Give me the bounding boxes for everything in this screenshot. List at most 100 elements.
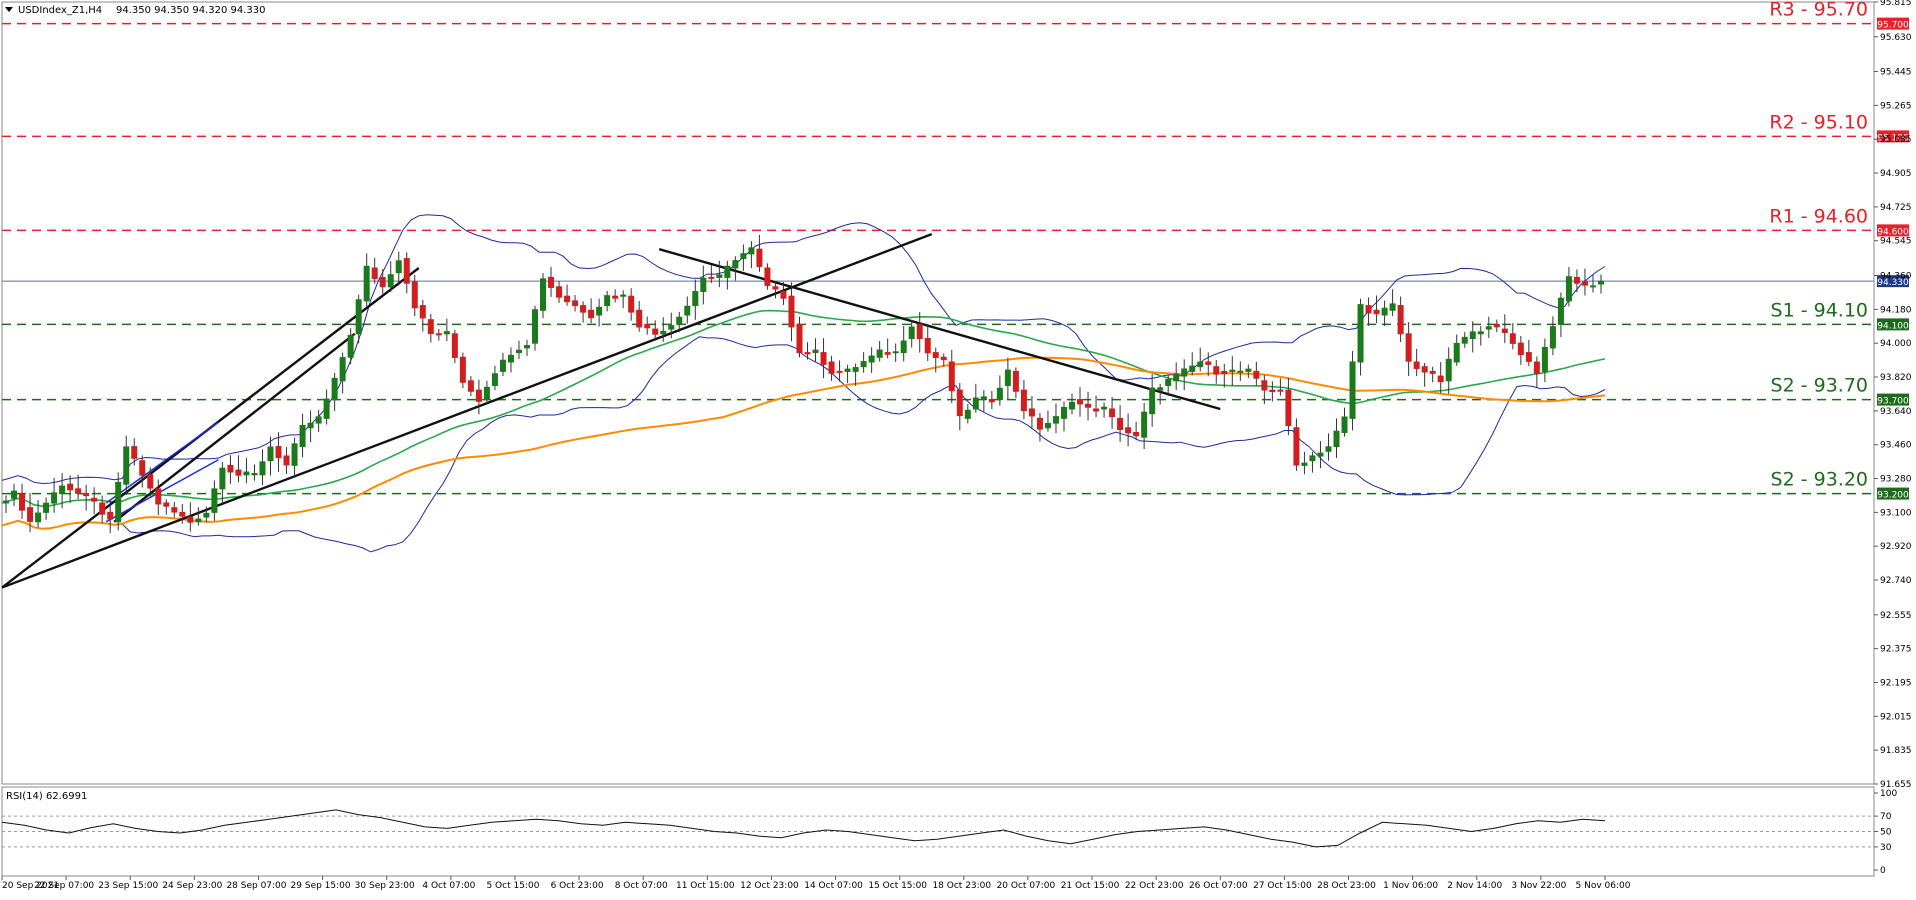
channel-line xyxy=(105,459,219,523)
candle-body xyxy=(451,333,458,358)
candle-body xyxy=(676,316,683,325)
collapse-triangle-icon[interactable] xyxy=(5,7,13,12)
candle xyxy=(179,503,186,524)
candle-body xyxy=(988,399,995,403)
candle xyxy=(339,352,346,394)
candle-body xyxy=(139,460,146,476)
candle xyxy=(636,301,643,332)
candle-body xyxy=(756,248,763,267)
candle-body xyxy=(291,443,298,466)
candle xyxy=(1093,395,1100,417)
candle-body xyxy=(1573,276,1580,284)
symbol-label: USDIndex_Z1,H4 xyxy=(18,5,102,16)
candle-body xyxy=(692,291,699,307)
candle xyxy=(11,483,18,507)
candle xyxy=(1197,347,1204,372)
candle xyxy=(427,314,434,343)
candle xyxy=(1421,362,1428,387)
candle-body xyxy=(1597,280,1604,285)
candle xyxy=(964,404,971,424)
candle xyxy=(796,316,803,358)
candle xyxy=(1036,412,1043,442)
candle xyxy=(1365,297,1372,326)
y-tick-label: 94.000 xyxy=(1880,339,1912,349)
candle xyxy=(203,506,210,523)
candle-body xyxy=(772,286,779,290)
candle xyxy=(1549,316,1556,356)
x-tick-label: 29 Sep 15:00 xyxy=(291,881,351,891)
candle-body xyxy=(1181,368,1188,377)
candle-body xyxy=(716,274,723,278)
candle xyxy=(371,257,378,284)
candle-body xyxy=(1413,361,1420,369)
candle xyxy=(267,436,274,476)
candle xyxy=(708,265,715,284)
candle-body xyxy=(1421,366,1428,373)
candle xyxy=(540,272,547,319)
candle-body xyxy=(483,386,490,401)
candle xyxy=(1597,274,1604,294)
candle xyxy=(259,449,266,486)
y-tick-label: 94.360 xyxy=(1880,272,1912,282)
rsi-tick-label: 50 xyxy=(1880,828,1892,838)
candle-body xyxy=(580,305,587,313)
candle-body xyxy=(724,265,731,278)
candle xyxy=(347,328,354,365)
candle-body xyxy=(980,396,987,401)
candle xyxy=(115,472,122,531)
candle xyxy=(91,487,98,515)
candle xyxy=(1453,334,1460,366)
candle xyxy=(1501,314,1508,344)
candle xyxy=(1101,402,1108,418)
candle-body xyxy=(1157,387,1164,391)
y-tick-label: 92.375 xyxy=(1880,645,1912,655)
candle xyxy=(932,347,939,373)
candle xyxy=(99,495,106,523)
candle xyxy=(499,352,506,377)
candle xyxy=(1117,405,1124,442)
candle-body xyxy=(548,276,555,288)
candle xyxy=(1069,393,1076,415)
candle xyxy=(1261,375,1268,405)
candle xyxy=(235,455,242,483)
candle-body xyxy=(1533,361,1540,374)
candle xyxy=(1341,407,1348,437)
level-label: R2 - 95.10 xyxy=(1769,111,1868,133)
candle-body xyxy=(964,409,971,419)
candle-body xyxy=(347,334,354,358)
x-tick-label: 23 Sep 15:00 xyxy=(98,881,158,891)
y-tick-label: 94.545 xyxy=(1880,237,1912,247)
candle xyxy=(411,274,418,317)
candle-body xyxy=(932,352,939,358)
candle xyxy=(1509,322,1516,350)
candle xyxy=(804,342,811,360)
candle xyxy=(844,364,851,384)
trendline xyxy=(1,233,933,589)
trendline xyxy=(658,248,1221,411)
candle xyxy=(1317,441,1324,469)
candle xyxy=(948,349,955,404)
x-tick-label: 5 Nov 06:00 xyxy=(1576,881,1631,891)
candle-body xyxy=(195,518,202,523)
x-tick-label: 24 Sep 23:00 xyxy=(162,881,222,891)
candle xyxy=(1413,348,1420,377)
y-tick-label: 93.820 xyxy=(1880,373,1912,383)
candle-body xyxy=(507,354,514,363)
candle-body xyxy=(163,502,170,507)
candle xyxy=(1028,396,1035,429)
candle xyxy=(1157,383,1164,405)
candle xyxy=(668,312,675,339)
candle-body xyxy=(1277,389,1284,392)
x-tick-label: 28 Sep 07:00 xyxy=(226,881,286,891)
candle xyxy=(1517,335,1524,365)
candle-body xyxy=(115,481,122,523)
candle-body xyxy=(708,276,715,279)
candle xyxy=(1277,378,1284,396)
current-price-tag-box xyxy=(1877,275,1909,288)
candle xyxy=(588,298,595,324)
candle-body xyxy=(315,416,322,424)
candle-body xyxy=(1565,276,1572,302)
candle xyxy=(660,317,667,342)
candle-body xyxy=(1237,370,1244,373)
candle-body xyxy=(443,331,450,335)
